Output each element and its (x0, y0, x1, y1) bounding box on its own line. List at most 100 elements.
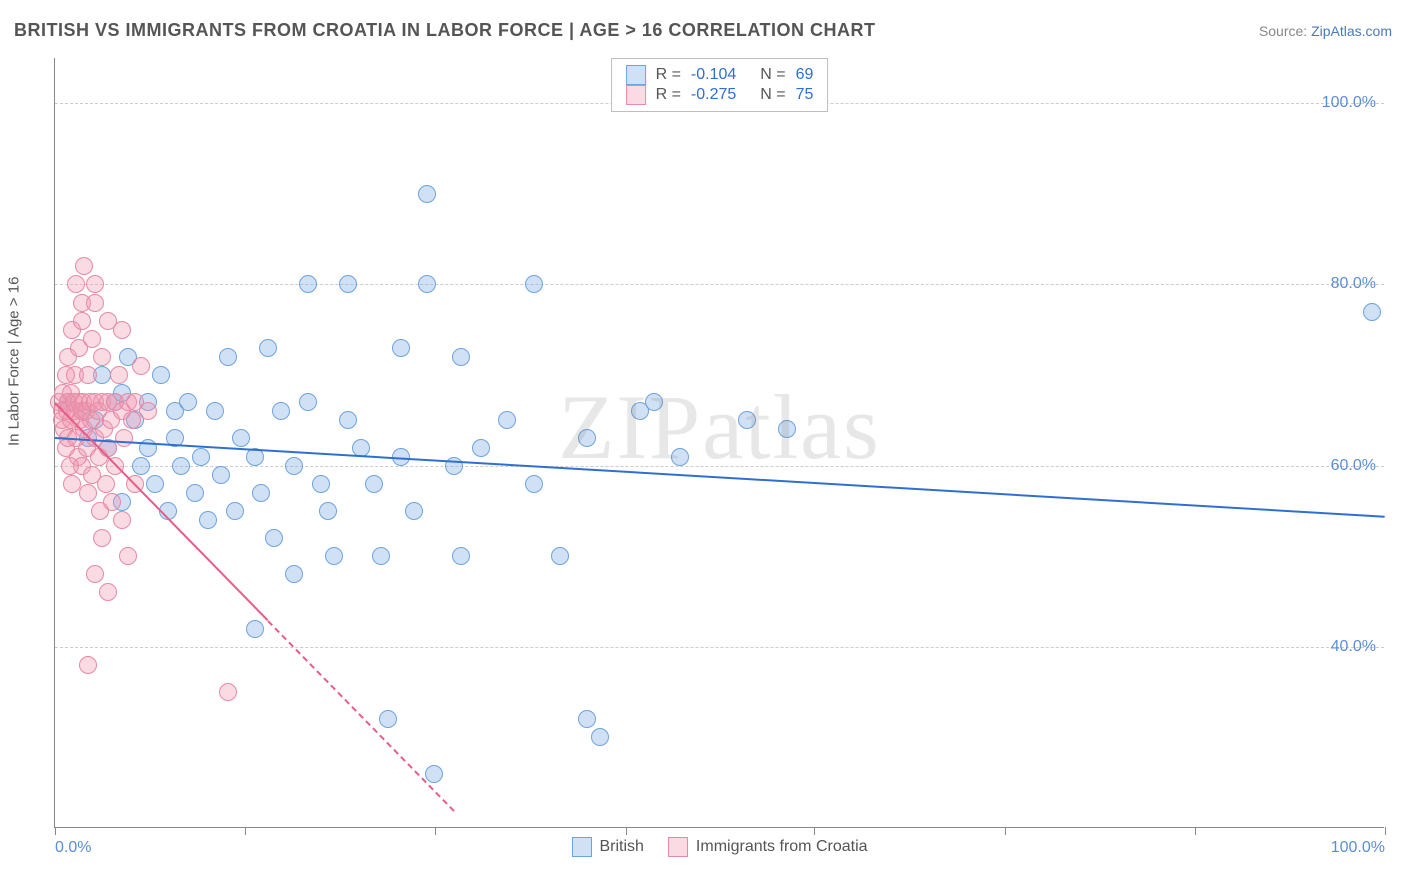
scatter-point (67, 275, 85, 293)
legend-item: Immigrants from Croatia (668, 837, 868, 857)
scatter-point (252, 484, 270, 502)
scatter-point (79, 656, 97, 674)
scatter-point (219, 683, 237, 701)
legend-swatch (626, 65, 646, 85)
scatter-point (472, 439, 490, 457)
scatter-point (103, 493, 121, 511)
scatter-point (172, 457, 190, 475)
scatter-point (152, 366, 170, 384)
scatter-point (99, 583, 117, 601)
scatter-point (551, 547, 569, 565)
scatter-point (578, 710, 596, 728)
scatter-point (379, 710, 397, 728)
scatter-point (86, 565, 104, 583)
scatter-point (119, 547, 137, 565)
x-tick (55, 827, 56, 835)
legend-series: British Immigrants from Croatia (571, 837, 867, 857)
scatter-point (97, 475, 115, 493)
scatter-point (246, 620, 264, 638)
scatter-point (452, 547, 470, 565)
scatter-point (418, 185, 436, 203)
scatter-point (319, 502, 337, 520)
source-text: Source: ZipAtlas.com (1259, 23, 1392, 39)
scatter-point (525, 275, 543, 293)
scatter-point (212, 466, 230, 484)
scatter-point (199, 511, 217, 529)
scatter-point (219, 348, 237, 366)
y-tick-label: 40.0% (1331, 638, 1376, 656)
x-tick (626, 827, 627, 835)
scatter-point (1363, 303, 1381, 321)
trend-line (267, 620, 455, 812)
scatter-point (645, 393, 663, 411)
scatter-point (285, 457, 303, 475)
x-tick-label: 0.0% (55, 839, 91, 857)
scatter-point (259, 339, 277, 357)
legend-swatch (626, 85, 646, 105)
trend-line (55, 437, 1385, 518)
x-tick (435, 827, 436, 835)
source-link[interactable]: ZipAtlas.com (1311, 23, 1392, 39)
scatter-point (778, 420, 796, 438)
gridline (55, 284, 1384, 285)
x-tick (1195, 827, 1196, 835)
scatter-point (146, 475, 164, 493)
scatter-point (312, 475, 330, 493)
scatter-point (425, 765, 443, 783)
scatter-point (79, 366, 97, 384)
scatter-point (452, 348, 470, 366)
scatter-point (671, 448, 689, 466)
scatter-point (186, 484, 204, 502)
gridline (55, 647, 1384, 648)
y-tick-label: 60.0% (1331, 457, 1376, 475)
scatter-point (110, 366, 128, 384)
legend-stat-row: R = -0.104N = 69 (626, 65, 814, 85)
scatter-point (132, 357, 150, 375)
y-tick-label: 80.0% (1331, 275, 1376, 293)
scatter-point (113, 511, 131, 529)
scatter-point (578, 429, 596, 447)
scatter-point (525, 475, 543, 493)
scatter-point (299, 275, 317, 293)
scatter-plot-area: ZIPatlas R = -0.104N = 69R = -0.275N = 7… (54, 58, 1384, 828)
chart-header: BRITISH VS IMMIGRANTS FROM CROATIA IN LA… (14, 20, 1392, 41)
x-tick (1385, 827, 1386, 835)
legend-stats: R = -0.104N = 69R = -0.275N = 75 (611, 58, 829, 112)
scatter-point (405, 502, 423, 520)
scatter-point (365, 475, 383, 493)
scatter-point (339, 411, 357, 429)
x-tick-label: 100.0% (1331, 839, 1385, 857)
scatter-point (738, 411, 756, 429)
scatter-point (299, 393, 317, 411)
scatter-point (86, 275, 104, 293)
chart-title: BRITISH VS IMMIGRANTS FROM CROATIA IN LA… (14, 20, 876, 41)
y-axis-label: In Labor Force | Age > 16 (6, 277, 23, 446)
x-tick (814, 827, 815, 835)
scatter-point (123, 411, 141, 429)
scatter-point (179, 393, 197, 411)
scatter-point (226, 502, 244, 520)
scatter-point (265, 529, 283, 547)
scatter-point (93, 348, 111, 366)
legend-item: British (571, 837, 643, 857)
scatter-point (115, 429, 133, 447)
scatter-point (418, 275, 436, 293)
x-tick (245, 827, 246, 835)
scatter-point (132, 457, 150, 475)
scatter-point (73, 312, 91, 330)
scatter-point (206, 402, 224, 420)
y-tick-label: 100.0% (1322, 94, 1376, 112)
x-tick (1005, 827, 1006, 835)
scatter-point (79, 484, 97, 502)
scatter-point (325, 547, 343, 565)
scatter-point (86, 294, 104, 312)
scatter-point (498, 411, 516, 429)
scatter-point (372, 547, 390, 565)
scatter-point (392, 339, 410, 357)
scatter-point (139, 402, 157, 420)
scatter-point (192, 448, 210, 466)
watermark-text: ZIPatlas (558, 374, 881, 480)
gridline (55, 466, 1384, 467)
legend-swatch (668, 837, 688, 857)
scatter-point (93, 529, 111, 547)
